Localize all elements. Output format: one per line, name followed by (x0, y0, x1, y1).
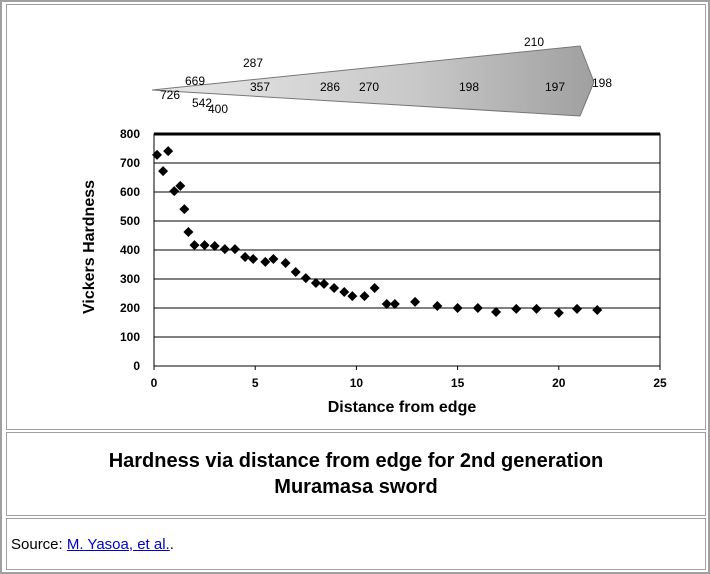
page: Distance from edge Vickers Hardness 0100… (0, 0, 710, 574)
y-tick-label: 100 (120, 330, 140, 344)
y-tick-label: 700 (120, 156, 140, 170)
sword-annotation: 669 (185, 74, 205, 88)
frame: Distance from edge Vickers Hardness 0100… (0, 0, 710, 574)
x-tick-label: 15 (451, 376, 465, 390)
sword-annotation: 286 (320, 80, 340, 94)
y-tick-label: 500 (120, 214, 140, 228)
source: Source: M. Yasoa, et al.. (7, 536, 174, 553)
y-tick-label: 0 (133, 359, 140, 373)
x-tick-label: 5 (252, 376, 259, 390)
sword-annotation: 198 (459, 80, 479, 94)
x-tick-label: 10 (350, 376, 364, 390)
sword-annotation: 197 (545, 80, 565, 94)
y-axis-label: Vickers Hardness (81, 180, 98, 314)
sword-annotation: 357 (250, 80, 270, 94)
sword-annotation: 198 (592, 76, 612, 90)
x-tick-label: 20 (552, 376, 566, 390)
source-label: Source: (11, 536, 63, 553)
chart: Distance from edge Vickers Hardness 0100… (2, 2, 700, 426)
source-cell: Source: M. Yasoa, et al.. (6, 518, 706, 570)
source-end: . (170, 536, 174, 553)
y-tick-label: 600 (120, 185, 140, 199)
sword-annotation: 210 (524, 35, 544, 49)
y-tick-label: 400 (120, 243, 140, 257)
y-tick-label: 300 (120, 272, 140, 286)
source-link[interactable]: M. Yasoa, et al. (67, 536, 170, 553)
sword-annotation: 400 (208, 102, 228, 116)
x-tick-label: 25 (653, 376, 667, 390)
y-tick-label: 800 (120, 127, 140, 141)
sword-annotation: 287 (243, 56, 263, 70)
sword-annotation: 726 (160, 88, 180, 102)
caption-cell: Hardness via distance from edge for 2nd … (6, 432, 706, 516)
sword-annotation: 270 (359, 80, 379, 94)
x-tick-label: 0 (151, 376, 158, 390)
caption: Hardness via distance from edge for 2nd … (86, 448, 626, 500)
x-axis-label: Distance from edge (328, 399, 477, 416)
y-tick-label: 200 (120, 301, 140, 315)
